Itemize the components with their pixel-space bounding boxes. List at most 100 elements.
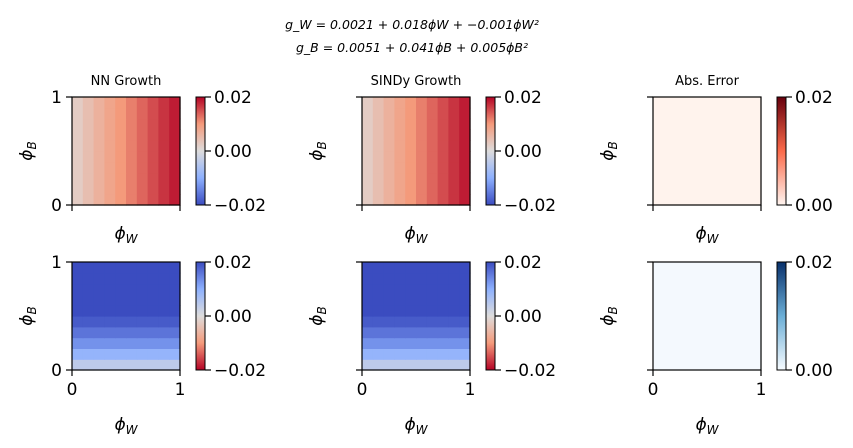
heatmap-cell	[750, 172, 762, 184]
heatmap-cell	[717, 262, 730, 274]
heatmap-cell	[383, 326, 395, 339]
heatmap-cell	[104, 118, 116, 130]
heatmap-cell	[416, 272, 428, 285]
heatmap-cell	[72, 118, 84, 130]
heatmap-cell	[372, 140, 385, 152]
heatmap-cell	[739, 337, 751, 349]
heatmap-cell	[93, 272, 105, 285]
heatmap-cell	[426, 140, 439, 152]
colorbar	[485, 96, 496, 206]
heatmap-cell	[93, 337, 105, 349]
heatmap-cell	[663, 294, 676, 306]
heatmap-cell	[147, 359, 159, 371]
heatmap-cell	[459, 140, 471, 152]
colorbar-tick-label: 0.00	[214, 142, 252, 162]
heatmap-cell	[136, 337, 149, 349]
heatmap-cell	[717, 161, 730, 174]
heatmap-cell	[653, 183, 665, 195]
heatmap-cell	[437, 161, 449, 174]
heatmap-cell	[136, 97, 149, 109]
heatmap-cell	[739, 262, 751, 274]
heatmap-cell	[82, 97, 95, 109]
heatmap-cell	[115, 172, 127, 184]
heatmap-cell	[136, 316, 149, 328]
heatmap-cell	[674, 337, 686, 349]
heatmap-cell	[663, 97, 676, 109]
heatmap-cell	[685, 194, 697, 206]
heatmap-cell	[437, 151, 449, 163]
x-axis-label: ϕW	[114, 415, 138, 437]
heatmap-cell	[437, 129, 449, 141]
heatmap-cell	[104, 337, 116, 349]
heatmap-cell	[169, 118, 181, 130]
heatmap-cell	[459, 272, 471, 285]
heatmap-cell	[405, 151, 417, 163]
heatmap-cell	[115, 129, 127, 141]
heatmap-cell	[405, 272, 417, 285]
heatmap-cell	[717, 359, 730, 371]
colorbar-tick-label: 0.02	[214, 88, 252, 108]
heatmap-cell	[459, 97, 471, 109]
heatmap-cell	[685, 118, 697, 130]
heatmap-cell	[394, 140, 406, 152]
colorbar-tick-label: 0.00	[795, 196, 833, 216]
heatmap-cell	[372, 107, 385, 120]
heatmap-cell	[126, 359, 138, 371]
axes-frame	[71, 261, 181, 371]
heatmap-cell	[663, 262, 676, 274]
heatmap-cell	[707, 194, 719, 206]
heatmap-cell	[717, 140, 730, 152]
heatmap-cell	[448, 272, 460, 285]
heatmap-cell	[416, 140, 428, 152]
heatmap-cell	[82, 272, 95, 285]
heatmap-cell	[126, 194, 138, 206]
heatmap-cell	[663, 161, 676, 174]
heatmap-cell	[72, 272, 84, 285]
heatmap-cell	[459, 172, 471, 184]
y-axis-label: ϕB	[598, 141, 620, 160]
heatmap-cell	[158, 151, 170, 163]
heatmap-cell	[750, 107, 762, 120]
heatmap-cell	[750, 283, 762, 295]
heatmap-cell	[416, 283, 428, 295]
heatmap-cell	[663, 140, 676, 152]
heatmap-cell	[674, 316, 686, 328]
heatmap-cell	[717, 326, 730, 339]
heatmap-cell	[750, 161, 762, 174]
heatmap-cell	[426, 272, 439, 285]
heatmap-cell	[685, 272, 697, 285]
heatmap-cell	[750, 272, 762, 285]
heatmap-cell	[383, 337, 395, 349]
x-axis-label: ϕW	[695, 224, 719, 246]
heatmap-cell	[653, 272, 665, 285]
heatmap-cell	[448, 129, 460, 141]
heatmap-cell	[169, 326, 181, 339]
heatmap-cell	[707, 118, 719, 130]
heatmap-cell	[459, 183, 471, 195]
heatmap-cell	[372, 183, 385, 195]
heatmap-cell	[405, 172, 417, 184]
panel-1: 0 1 ϕW ϕB NN Growth 0.02 0.00 −0.02	[17, 74, 266, 246]
heatmap-cell	[459, 283, 471, 295]
heatmap-cell	[728, 326, 740, 339]
heatmap-cell	[394, 183, 406, 195]
heatmap-cell	[104, 183, 116, 195]
heatmap-cell	[104, 262, 116, 274]
panel-4: 0 1 0 1 ϕW ϕB 0.02 0.00 −0.02	[17, 253, 266, 437]
heatmap-cell	[104, 272, 116, 285]
suptitle-line-2: g_B = 0.0051 + 0.041ϕB + 0.005ϕB²	[296, 40, 528, 55]
heatmap-cell	[653, 161, 665, 174]
heatmap-cell	[674, 194, 686, 206]
heatmap-cell	[372, 194, 385, 206]
heatmap-cell	[459, 326, 471, 339]
heatmap-cell	[383, 283, 395, 295]
heatmap-cell	[426, 118, 439, 130]
heatmap-cell	[717, 172, 730, 184]
heatmap-cell	[707, 348, 719, 360]
heatmap-cell	[459, 161, 471, 174]
heatmap-cell	[663, 359, 676, 371]
heatmap-cell	[93, 172, 105, 184]
heatmap-cell	[674, 161, 686, 174]
heatmap-cell	[383, 348, 395, 360]
heatmap-cell	[416, 172, 428, 184]
